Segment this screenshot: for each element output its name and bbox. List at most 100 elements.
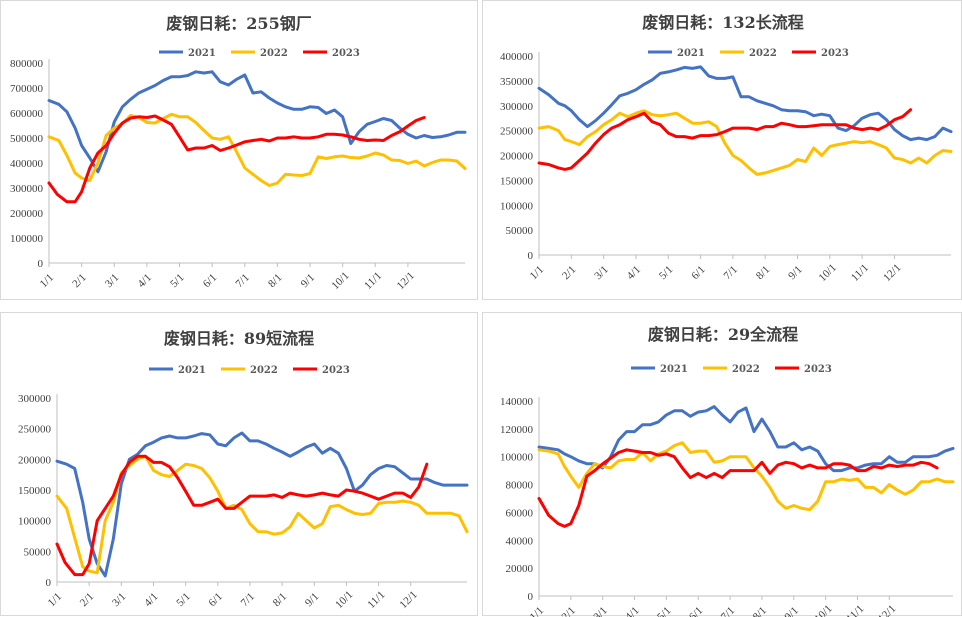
x-tick-label: 11/1 <box>365 589 387 611</box>
series-line-2022 <box>537 109 953 176</box>
chart-title: 废钢日耗：255钢厂 <box>166 14 311 33</box>
x-tick-label: 10/1 <box>817 262 839 284</box>
chart-panel-29-full-process: 废钢日耗：29全流程 2021 2022 2023 0 20000 40000 60000 80… <box>482 312 962 617</box>
x-tick-label: 7/1 <box>239 591 257 609</box>
x-tick-label: 5/1 <box>655 605 673 617</box>
y-tick-label: 200000 <box>10 208 44 220</box>
x-tick-label: 10/1 <box>333 589 355 611</box>
y-tick-label: 250000 <box>500 126 534 138</box>
chart-panel-89-short-process: 废钢日耗：89短流程 2021 2022 2023 0 50000 100000 150000… <box>0 312 478 616</box>
x-tick-label: 6/1 <box>687 605 705 617</box>
y-tick-label: 100000 <box>18 516 52 528</box>
legend-label-2022: 2022 <box>250 365 278 376</box>
x-tick-label: 10/1 <box>812 603 834 617</box>
x-tick-label: 4/1 <box>136 272 154 290</box>
x-tick-label: 5/1 <box>657 264 675 282</box>
legend-label-2021: 2021 <box>660 364 688 375</box>
x-tick-label: 12/1 <box>881 262 903 284</box>
x-tick-label: 6/1 <box>206 591 224 609</box>
legend-label-2023: 2023 <box>322 365 350 376</box>
chart-255-mills: 废钢日耗：255钢厂 2021 2022 2023 0 100000 200000 30000… <box>10 14 467 292</box>
series-line-2023 <box>537 448 939 528</box>
y-tick-label: 80000 <box>506 480 534 492</box>
x-tick-label: 11/1 <box>362 270 384 292</box>
x-tick-label: 9/1 <box>786 264 804 282</box>
y-tick-label: 300000 <box>10 183 44 195</box>
y-tick-label: 600000 <box>10 108 44 120</box>
x-tick-label: 12/1 <box>876 603 898 617</box>
legend-label-2023: 2023 <box>821 48 849 59</box>
x-tick-label: 7/1 <box>233 272 251 290</box>
y-tick-label: 0 <box>38 258 44 270</box>
y-tick-label: 400000 <box>500 51 534 63</box>
y-tick-label: 800000 <box>10 58 44 70</box>
chart-title: 废钢日耗：89短流程 <box>164 329 314 348</box>
legend-label-2023: 2023 <box>804 364 832 375</box>
x-tick-label: 3/1 <box>592 264 610 282</box>
x-tick-label: 3/1 <box>591 605 609 617</box>
x-tick-label: 5/1 <box>168 272 186 290</box>
legend-label-2021: 2021 <box>178 365 206 376</box>
x-tick-label: 9/1 <box>303 591 321 609</box>
y-tick-label: 0 <box>46 577 52 589</box>
y-tick-label: 50000 <box>506 225 534 237</box>
x-tick-label: 1/1 <box>38 272 56 290</box>
x-tick-label: 8/1 <box>271 591 289 609</box>
y-tick-label: 300000 <box>500 101 534 113</box>
series-line-2021 <box>537 65 953 142</box>
x-tick-label: 2/1 <box>70 272 88 290</box>
x-tick-label: 4/1 <box>623 605 641 617</box>
x-tick-label: 2/1 <box>560 264 578 282</box>
series-line-2022 <box>47 112 467 187</box>
legend-label-2021: 2021 <box>677 48 705 59</box>
x-tick-label: 10/1 <box>329 270 351 292</box>
x-tick-label: 1/1 <box>528 605 546 617</box>
legend-label-2022: 2022 <box>749 48 777 59</box>
x-tick-label: 9/1 <box>299 272 317 290</box>
y-tick-label: 400000 <box>10 158 44 170</box>
y-tick-label: 50000 <box>24 546 52 558</box>
series-line-2023 <box>537 108 913 171</box>
y-tick-label: 100000 <box>500 200 534 212</box>
y-tick-label: 200000 <box>18 454 52 466</box>
series-line-2022 <box>537 441 955 512</box>
x-tick-label: 9/1 <box>782 605 800 617</box>
legend-label-2022: 2022 <box>732 364 760 375</box>
series-line-2021 <box>55 431 469 578</box>
y-tick-label: 0 <box>528 591 534 603</box>
x-tick-label: 5/1 <box>174 591 192 609</box>
x-tick-label: 11/1 <box>844 603 866 617</box>
chart-title: 废钢日耗：132长流程 <box>642 13 803 32</box>
legend-label-2021: 2021 <box>188 48 216 59</box>
x-tick-label: 8/1 <box>751 605 769 617</box>
x-tick-label: 6/1 <box>201 272 219 290</box>
y-tick-label: 150000 <box>500 175 534 187</box>
chart-title: 废钢日耗：29全流程 <box>648 325 798 344</box>
y-tick-label: 20000 <box>506 563 534 575</box>
x-tick-label: 4/1 <box>142 591 160 609</box>
y-tick-label: 60000 <box>506 507 534 519</box>
x-tick-label: 2/1 <box>78 591 96 609</box>
chart-29-full-process: 废钢日耗：29全流程 2021 2022 2023 0 20000 40000 60000 80… <box>500 325 955 617</box>
x-tick-label: 7/1 <box>722 264 740 282</box>
legend-label-2022: 2022 <box>260 48 288 59</box>
y-tick-label: 40000 <box>506 535 534 547</box>
y-tick-label: 140000 <box>500 396 534 408</box>
series-line-2023 <box>55 454 429 577</box>
x-tick-label: 2/1 <box>560 605 578 617</box>
y-tick-label: 150000 <box>18 485 52 497</box>
y-tick-label: 250000 <box>18 424 52 436</box>
y-tick-label: 350000 <box>500 76 534 88</box>
x-tick-label: 12/1 <box>397 589 419 611</box>
x-tick-label: 12/1 <box>395 270 417 292</box>
x-tick-label: 7/1 <box>719 605 737 617</box>
x-tick-label: 8/1 <box>266 272 284 290</box>
x-tick-label: 11/1 <box>849 262 871 284</box>
y-tick-label: 500000 <box>10 133 44 145</box>
y-tick-label: 300000 <box>18 393 52 405</box>
x-tick-label: 8/1 <box>754 264 772 282</box>
y-tick-label: 100000 <box>10 233 44 245</box>
chart-132-long-process: 废钢日耗：132长流程 2021 2022 2023 0 50000 100000 15000… <box>500 13 953 284</box>
x-tick-label: 1/1 <box>46 591 64 609</box>
legend-label-2023: 2023 <box>332 48 360 59</box>
